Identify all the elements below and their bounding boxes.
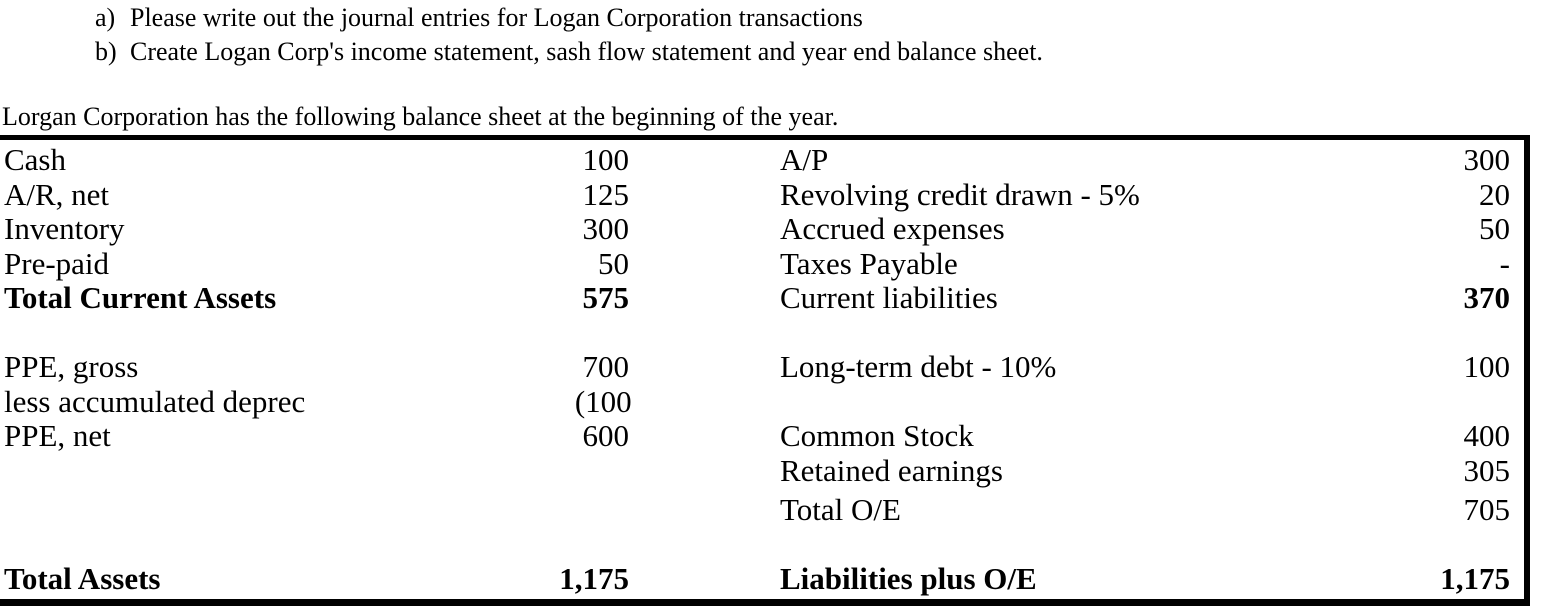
liability-label: [780, 385, 1340, 420]
liability-value: 370: [1340, 281, 1524, 316]
asset-value-text: 50: [533, 247, 629, 282]
asset-value: [512, 454, 632, 489]
column-spacer: [632, 385, 780, 420]
liability-value: 400: [1340, 419, 1524, 454]
column-spacer: [632, 454, 780, 489]
column-spacer: [632, 350, 780, 385]
asset-value: 1,175: [512, 562, 632, 597]
asset-label: PPE, gross: [4, 350, 139, 384]
asset-value: [512, 493, 632, 528]
asset-value: 600: [512, 419, 632, 454]
asset-value: 700: [512, 350, 632, 385]
liability-label: Total O/E: [780, 493, 901, 527]
liability-label: Liabilities plus O/E: [780, 562, 1037, 596]
asset-label: [0, 454, 512, 489]
asset-label: less accumulated deprec: [4, 384, 306, 419]
asset-value-text: 100: [582, 143, 630, 177]
asset-value-text: 600: [582, 419, 630, 453]
column-spacer: [632, 493, 780, 528]
liability-value-text: 1,175: [1440, 562, 1510, 596]
column-spacer: [632, 419, 780, 454]
liability-value-text: 100: [1463, 350, 1511, 384]
column-spacer: [632, 281, 780, 316]
liability-value-text: 305: [1410, 454, 1511, 489]
liability-value: 50: [1340, 212, 1524, 247]
liability-label: Revolving credit drawn - 5%: [780, 177, 1140, 212]
liability-value: 20: [1340, 178, 1524, 213]
balance-sheet-row: Total O/E 705: [0, 493, 1524, 528]
asset-value: 100: [512, 143, 632, 178]
liability-value-text: 400: [1463, 419, 1511, 453]
instruction-a-marker: a): [95, 3, 116, 32]
liability-value: 305: [1340, 454, 1524, 489]
balance-sheet-row: Retained earnings 305: [0, 454, 1524, 489]
asset-label: Total Assets: [4, 562, 161, 596]
balance-sheet-row: Cash 100 A/P 300: [0, 143, 1524, 178]
liability-label: Accrued expenses: [780, 212, 1005, 246]
asset-value: 300: [512, 212, 632, 247]
asset-label: Pre-paid: [4, 246, 110, 281]
balance-sheet-row: Pre-paid 50 Taxes Payable -: [0, 247, 1524, 282]
balance-sheet-row: PPE, net 600 Common Stock 400: [0, 419, 1524, 454]
liability-label: A/P: [780, 143, 829, 177]
liability-value: 100: [1340, 350, 1524, 385]
liability-value-text: 50: [1479, 212, 1510, 246]
asset-label: Cash: [4, 143, 66, 177]
asset-label: Inventory: [4, 212, 125, 246]
asset-label: [0, 493, 512, 528]
instruction-a-text: Please write out the journal entries for…: [130, 3, 863, 32]
balance-sheet-row: PPE, gross 700 Long-term debt - 10% 100: [0, 350, 1524, 385]
asset-label: A/R, net: [4, 177, 110, 212]
liability-value-text: -: [1410, 247, 1510, 282]
liability-value: -: [1340, 247, 1524, 282]
balance-sheet-spacer-row: [0, 316, 1524, 351]
intro-line: Lorgan Corporation has the following bal…: [2, 102, 839, 131]
balance-sheet-row: Inventory 300 Accrued expenses 50: [0, 212, 1524, 247]
liability-value: 300: [1340, 143, 1524, 178]
instructions-block: a) Please write out the journal entries …: [95, 1, 1564, 69]
asset-value: 575: [512, 281, 632, 316]
liability-value: [1340, 385, 1524, 420]
asset-value: 50: [512, 247, 632, 282]
column-spacer: [632, 247, 780, 282]
liability-value: 1,175: [1340, 562, 1524, 597]
liability-label: Taxes Payable: [780, 246, 958, 281]
balance-sheet-row: less accumulated deprec (100): [0, 385, 1524, 420]
liability-value-text: 20: [1479, 177, 1510, 212]
asset-label: Total Current Assets: [4, 281, 277, 315]
asset-value-text: 300: [582, 212, 630, 246]
asset-label: PPE, net: [4, 419, 111, 453]
balance-sheet-table: Cash 100 A/P 300 A/R, net 125 Revolving credit…: [0, 135, 1530, 606]
liability-value: 705: [1340, 493, 1524, 528]
asset-value-text: 700: [582, 350, 630, 384]
asset-value-text: 125: [582, 177, 630, 212]
liability-label: Retained earnings: [780, 453, 1003, 488]
column-spacer: [632, 212, 780, 247]
liability-label: Current liabilities: [780, 281, 998, 315]
liability-value-text: 705: [1463, 493, 1511, 527]
balance-sheet-spacer-row: [0, 528, 1524, 563]
liability-value-text: 370: [1463, 281, 1511, 315]
asset-value: (100): [512, 385, 632, 420]
instruction-a: a) Please write out the journal entries …: [95, 1, 1564, 35]
asset-value-text: 1,175: [559, 562, 629, 596]
balance-sheet-row: Total Current Assets 575 Current liabiliti…: [0, 281, 1524, 316]
column-spacer: [632, 178, 780, 213]
asset-value-text: 575: [582, 281, 630, 315]
liability-label: Long-term debt - 10%: [780, 350, 1057, 384]
column-spacer: [632, 562, 780, 597]
instruction-b-marker: b): [95, 37, 117, 66]
liability-value-text: 300: [1463, 143, 1511, 177]
instruction-b-text: Create Logan Corp's income statement, sa…: [130, 37, 1043, 66]
asset-value-text: (100): [546, 385, 632, 420]
instruction-b: b) Create Logan Corp's income statement,…: [95, 35, 1564, 69]
balance-sheet-row: Total Assets 1,175 Liabilities plus O/E 1,1…: [0, 562, 1524, 597]
liability-label: Common Stock: [780, 419, 974, 453]
asset-value: 125: [512, 178, 632, 213]
column-spacer: [632, 143, 780, 178]
balance-sheet-row: A/R, net 125 Revolving credit drawn - 5% 20: [0, 178, 1524, 213]
